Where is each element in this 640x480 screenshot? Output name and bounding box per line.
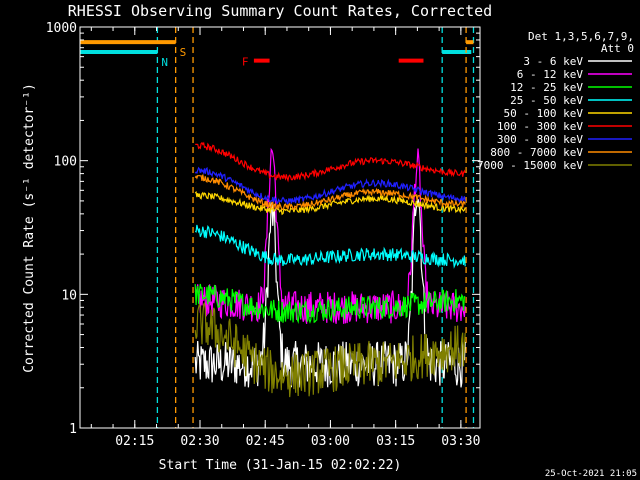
x-tick-label: 03:15: [376, 434, 415, 449]
chart-title: RHESSI Observing Summary Count Rates, Co…: [68, 2, 492, 20]
legend-label: 7000 - 15000 keV: [477, 159, 583, 172]
legend-label: 300 - 800 keV: [497, 133, 583, 146]
y-tick-label: 100: [54, 155, 77, 170]
x-tick-label: 03:00: [311, 434, 350, 449]
legend-label: 25 - 50 keV: [510, 94, 583, 107]
axes-layer: 02:15 02:30 02:45 03:00 03:15 03:30 1 10 100 1000: [46, 21, 481, 449]
legend-label: 800 - 7000 keV: [490, 146, 583, 159]
y-tick-label: 10: [61, 288, 77, 303]
plot-frame: [79, 26, 481, 429]
series-line: [194, 302, 466, 398]
legend-label: 3 - 6 keV: [523, 55, 583, 68]
y-tick-label: 1000: [46, 21, 77, 36]
flag-label: F: [242, 56, 249, 69]
x-tick-label: 02:30: [180, 434, 219, 449]
series-line: [194, 199, 466, 388]
legend-label: 100 - 300 keV: [497, 120, 583, 133]
flag-label: N: [161, 56, 168, 69]
series-line: [194, 190, 466, 216]
series-line: [194, 166, 466, 205]
series-line: [195, 141, 466, 183]
y-tick-label: 1: [69, 422, 77, 437]
legend-header: Det 1,3,5,6,7,9,: [528, 30, 634, 43]
legend-header: Att 0: [601, 42, 634, 55]
legend-label: 50 - 100 keV: [504, 107, 584, 120]
legend-label: 12 - 25 keV: [510, 81, 583, 94]
x-tick-label: 03:30: [441, 434, 480, 449]
series-layer: [194, 141, 466, 398]
series-line: [194, 174, 466, 211]
legend-label: 6 - 12 keV: [517, 68, 584, 81]
x-tick-label: 02:45: [246, 434, 285, 449]
x-tick-label: 02:15: [115, 434, 154, 449]
series-line: [194, 283, 466, 325]
footer-timestamp: 25-Oct-2021 21:05: [545, 469, 637, 479]
x-axis-label: Start Time (31-Jan-15 02:02:22): [159, 458, 402, 473]
y-axis-label: Corrected Count Rate (s⁻¹ detector⁻¹): [22, 83, 37, 373]
flags-layer: NS F: [80, 27, 475, 428]
series-line: [194, 224, 466, 269]
flag-label: S: [180, 46, 187, 59]
